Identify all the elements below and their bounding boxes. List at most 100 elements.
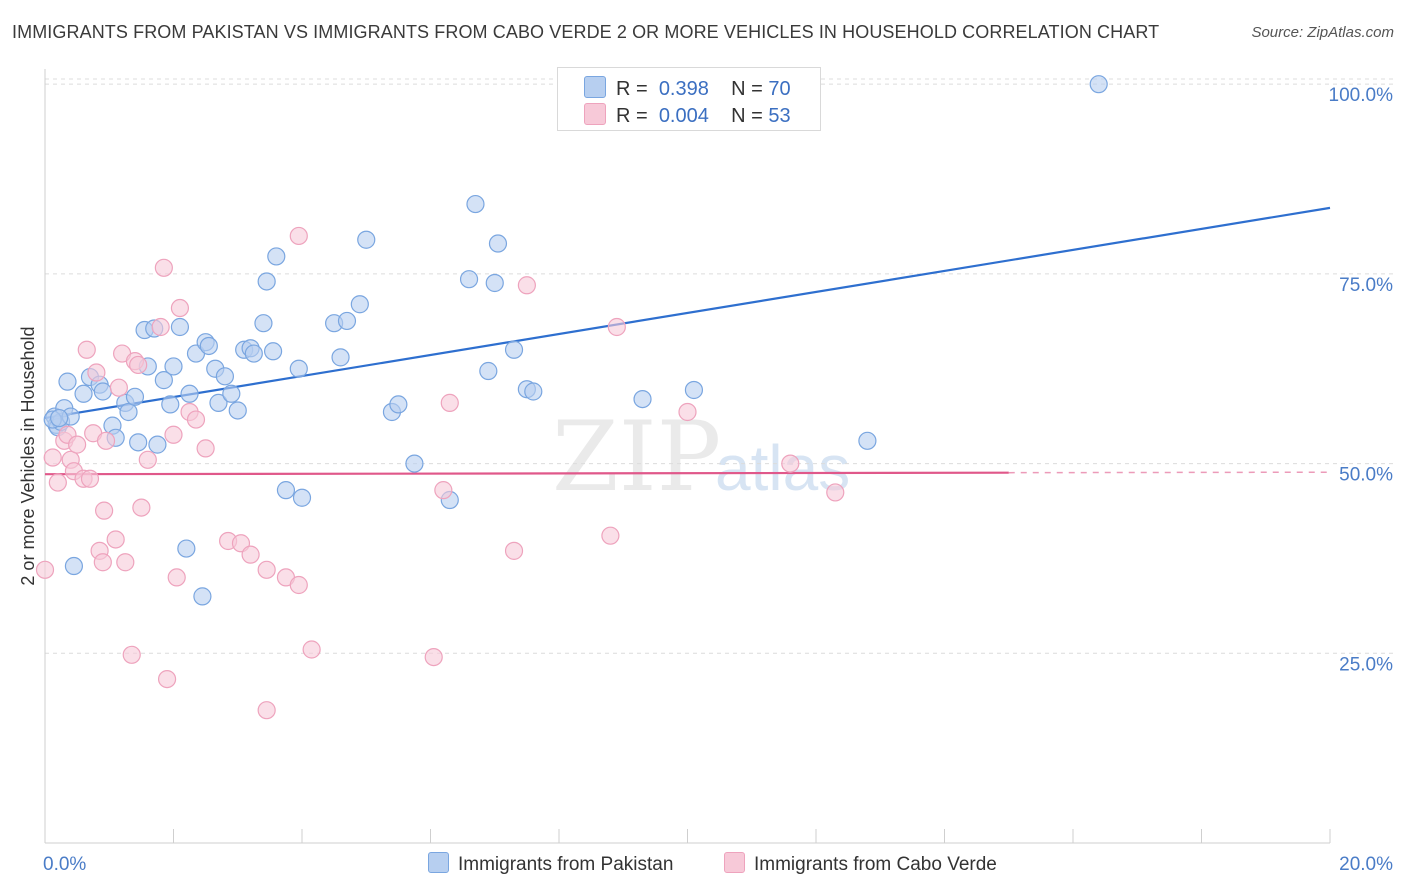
cabo-verde-point (164, 425, 183, 444)
cabo-verde-point (196, 439, 215, 458)
cabo-verde-point (302, 640, 321, 659)
pakistan-point (459, 270, 479, 289)
cabo-verde-point (257, 701, 276, 720)
pakistan-point (199, 336, 218, 356)
y-axis-label: 2 or more Vehicles in Household (18, 326, 38, 585)
pakistan-point (148, 435, 167, 454)
cabo-verde-point (95, 501, 114, 520)
pakistan-point (504, 340, 524, 359)
pakistan-point (222, 384, 241, 403)
cabo-verde-point (434, 481, 453, 500)
cabo-verde-trend-extension (1008, 471, 1331, 474)
cabo-verde-point (96, 431, 116, 450)
pakistan-point (405, 454, 424, 473)
legend-n-value: 70 (768, 78, 791, 100)
pakistan-point (479, 361, 498, 381)
pakistan-point (125, 387, 145, 406)
cabo-verde-point (43, 448, 62, 467)
pakistan-trend-line (44, 206, 1331, 420)
cabo-verde-point (151, 317, 170, 337)
pakistan-point (1089, 75, 1108, 94)
cabo-verde-point (678, 402, 697, 422)
chart-source: Source: ZipAtlas.com (1251, 24, 1394, 41)
y-tick-label: 25.0% (1339, 654, 1393, 675)
cabo-verde-point (138, 450, 157, 469)
cabo-verde-point (154, 258, 173, 277)
pakistan-point (215, 367, 234, 386)
cabo-verde-point (68, 435, 87, 454)
cabo-verde-point (109, 378, 128, 397)
pakistan-point (93, 382, 112, 401)
pakistan-point (337, 311, 357, 331)
cabo-verde-point (241, 545, 260, 564)
legend-r-label: R = (616, 105, 648, 127)
legend-swatch-pakistan (584, 76, 606, 98)
pakistan-point (58, 372, 77, 391)
pakistan-point (64, 556, 84, 576)
bottom-legend-cabo-verde: Immigrants from Cabo Verde (724, 852, 997, 876)
bottom-legend-swatch-pakistan (428, 852, 449, 873)
pakistan-point (466, 194, 485, 214)
chart-title: IMMIGRANTS FROM PAKISTAN VS IMMIGRANTS F… (12, 22, 1160, 42)
cabo-verde-point (424, 647, 443, 667)
pakistan-point (244, 344, 263, 363)
pakistan-point (276, 481, 296, 500)
cabo-verde-point (607, 317, 626, 337)
y-tick-label: 75.0% (1339, 275, 1393, 296)
cabo-verde-point (116, 553, 135, 572)
pakistan-point (357, 230, 376, 249)
legend-row-pakistan: R = 0.398 N = 70 (584, 76, 791, 100)
cabo-verde-point (289, 575, 308, 595)
legend-swatch-cabo-verde (584, 103, 606, 125)
pakistan-point (350, 295, 369, 314)
pakistan-point (257, 272, 276, 291)
legend-n-value: 53 (768, 105, 791, 127)
cabo-verde-point (826, 483, 845, 502)
pakistan-point (74, 384, 93, 403)
watermark-zip: ZIP (552, 401, 721, 513)
bottom-legend-label-cabo-verde: Immigrants from Cabo Verde (754, 854, 997, 875)
legend-r-value: 0.398 (658, 78, 709, 100)
legend-r-value: 0.004 (658, 105, 709, 127)
correlation-legend: R = 0.398 N = 70 R = 0.004 N = 53 (557, 67, 821, 131)
cabo-verde-point (289, 226, 308, 246)
cabo-verde-point (87, 363, 106, 382)
pakistan-point (177, 539, 196, 558)
pakistan-point (154, 371, 173, 390)
pakistan-point (193, 587, 212, 606)
pakistan-point (289, 359, 308, 378)
bottom-legend-swatch-cabo-verde (724, 852, 745, 873)
pakistan-point (331, 348, 350, 367)
cabo-verde-point (504, 541, 524, 560)
cabo-verde-point (601, 526, 620, 545)
cabo-verde-point (517, 276, 536, 295)
pakistan-point (170, 317, 190, 337)
legend-n-label: N = (731, 105, 763, 127)
pakistan-point (164, 357, 183, 376)
legend-r-label: R = (616, 78, 648, 100)
pakistan-point (180, 384, 199, 403)
cabo-verde-point (129, 355, 148, 375)
legend-n-label: N = (731, 78, 763, 100)
pakistan-point (50, 408, 69, 428)
cabo-verde-point (93, 553, 112, 572)
cabo-verde-point (170, 298, 190, 318)
y-tick-label: 100.0% (1329, 85, 1394, 106)
pakistan-point (263, 342, 283, 361)
pakistan-point (119, 402, 138, 422)
cabo-verde-point (77, 340, 96, 359)
pakistan-point (254, 314, 273, 333)
pakistan-point (292, 488, 312, 507)
cabo-verde-trend-line (44, 471, 1009, 476)
pakistan-point (129, 433, 148, 452)
cabo-verde-point (106, 530, 125, 549)
pakistan-point (488, 234, 508, 253)
pakistan-point (524, 382, 543, 401)
cabo-verde-point (157, 669, 177, 689)
cabo-verde-point (186, 410, 206, 429)
legend-row-cabo-verde: R = 0.004 N = 53 (584, 103, 791, 127)
cabo-verde-point (48, 473, 67, 492)
pakistan-point (228, 401, 247, 420)
x-tick-label: 20.0% (1339, 854, 1393, 875)
